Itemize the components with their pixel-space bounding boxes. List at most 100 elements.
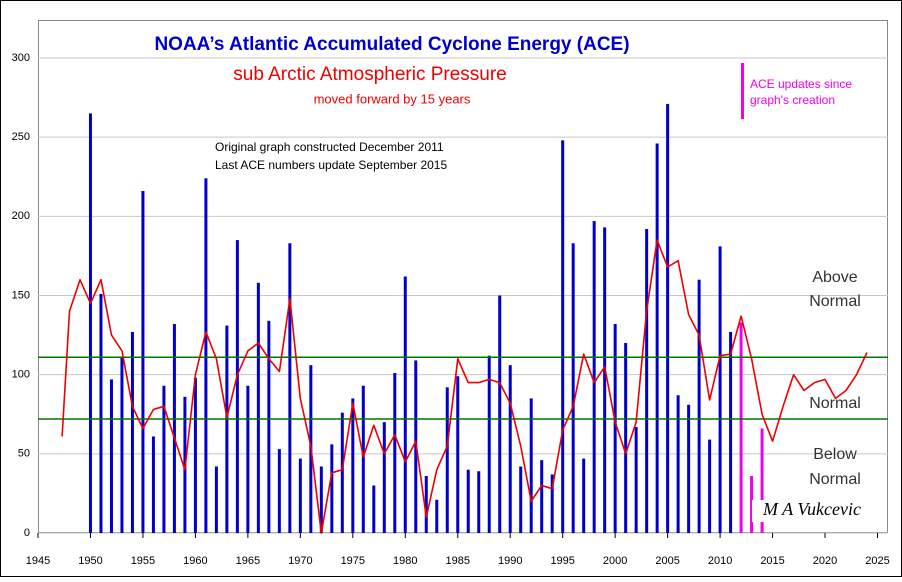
x-tick-label: 2005 — [655, 555, 679, 567]
x-tick-label: 1955 — [131, 555, 155, 567]
bar — [445, 387, 449, 533]
x-tick-label: 2015 — [760, 555, 784, 567]
normal-label: Normal — [809, 395, 861, 412]
bar — [267, 320, 271, 533]
legend-label: ACE updates since graph's creation — [750, 77, 853, 107]
bar — [393, 373, 397, 533]
signature-box — [752, 500, 872, 522]
bar — [235, 240, 239, 534]
bar — [214, 466, 218, 533]
marks — [38, 103, 888, 534]
bar — [645, 229, 649, 533]
bar — [466, 469, 470, 533]
bar — [130, 331, 134, 533]
bar — [288, 243, 292, 533]
grid: 0 50 100 150 200 250 300 1945 1950 1955 1960 1965 19… — [12, 52, 890, 567]
bar — [624, 343, 628, 533]
y-tick-label: 150 — [12, 289, 30, 301]
above-label: Above — [812, 269, 857, 286]
bar — [403, 276, 407, 533]
below-label: Below — [813, 446, 857, 463]
bar — [613, 324, 617, 533]
bar — [256, 282, 260, 533]
bar — [718, 246, 722, 533]
x-tick-label: 1960 — [183, 555, 207, 567]
x-tick-label: 2025 — [865, 555, 889, 567]
bar — [750, 476, 754, 533]
x-tick-label: 1990 — [498, 555, 522, 567]
y-tick-label: 0 — [24, 527, 30, 539]
x-tick-label: 1965 — [236, 555, 260, 567]
bar — [655, 143, 659, 533]
y-tick-label: 300 — [12, 52, 30, 64]
x-tick-label: 2010 — [708, 555, 732, 567]
x-tick-label: 1975 — [341, 555, 365, 567]
x-tick-label: 1945 — [26, 555, 50, 567]
chart-title: NOAA’s Atlantic Accumulated Cyclone Ener… — [154, 34, 629, 55]
bar — [225, 325, 229, 533]
pressure-line — [61, 239, 868, 534]
bar — [298, 458, 302, 533]
bar — [109, 379, 113, 533]
x-tick-label: 1970 — [288, 555, 312, 567]
note: Last ACE numbers update September 2015 — [215, 158, 447, 172]
x-tick-label: 2000 — [603, 555, 627, 567]
x-tick-label: 2020 — [813, 555, 837, 567]
bar — [519, 466, 523, 533]
bar — [666, 103, 670, 534]
y-tick-label: 100 — [12, 369, 30, 381]
x-tick-label: 1950 — [78, 555, 102, 567]
bar — [529, 398, 533, 533]
bar — [760, 428, 764, 533]
bar — [340, 412, 344, 533]
y-tick-label: 250 — [12, 131, 30, 143]
bar — [697, 279, 701, 533]
bar — [729, 331, 733, 533]
bar — [540, 460, 544, 533]
bar — [382, 422, 386, 533]
below-label: Normal — [809, 471, 861, 488]
bar — [162, 385, 166, 533]
bar — [204, 178, 208, 534]
bar — [592, 221, 596, 534]
bar — [687, 404, 691, 533]
x-tick-label: 1980 — [393, 555, 417, 567]
plot-area — [38, 20, 888, 533]
bar — [319, 466, 323, 533]
bar — [582, 458, 586, 533]
bar — [708, 439, 712, 533]
bar — [508, 365, 512, 533]
bar — [424, 476, 428, 533]
bar — [372, 485, 376, 533]
bar — [88, 113, 92, 534]
bar — [99, 293, 103, 533]
bar — [498, 295, 502, 533]
x-tick-label: 1995 — [550, 555, 574, 567]
note: Original graph constructed December 2011 — [215, 140, 444, 154]
bar — [477, 471, 481, 533]
bar — [141, 191, 145, 533]
chart-subtitle: sub Arctic Atmospheric Pressure — [233, 64, 507, 85]
bar — [172, 324, 176, 533]
bar — [550, 474, 554, 533]
bar — [193, 377, 197, 533]
legend-swatch — [741, 63, 744, 119]
bar — [571, 243, 575, 533]
bar — [151, 436, 155, 533]
signature: M A Vukcevic — [762, 499, 861, 519]
bar — [277, 449, 281, 533]
bar — [456, 376, 460, 533]
y-tick-label: 50 — [18, 448, 30, 460]
bar — [246, 385, 250, 533]
x-tick-label: 1985 — [446, 555, 470, 567]
bar — [351, 398, 355, 533]
legend: ACE updates since graph's creation — [750, 77, 853, 107]
bar — [634, 426, 638, 533]
bar — [435, 499, 439, 533]
bar — [561, 140, 565, 534]
subtitle-note: moved forward by 15 years — [314, 91, 471, 106]
bar — [739, 322, 743, 533]
bar — [361, 385, 365, 533]
bar — [120, 357, 124, 533]
